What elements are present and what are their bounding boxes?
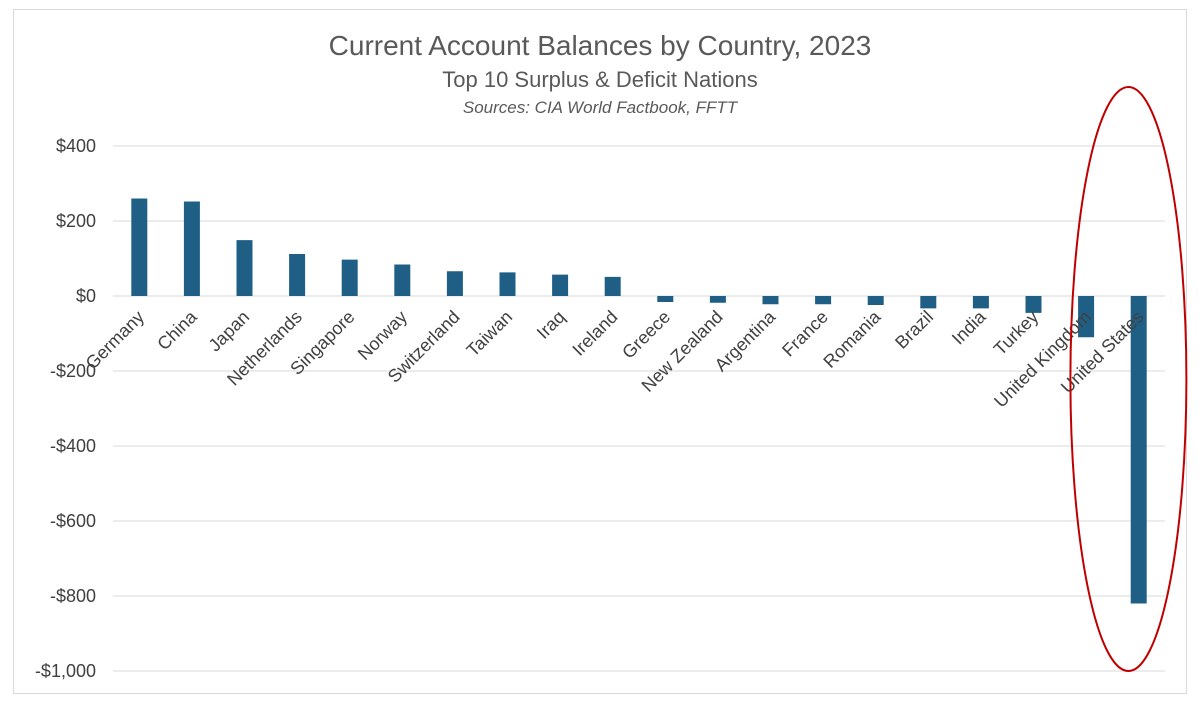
chart-title: Current Account Balances by Country, 202… bbox=[329, 30, 872, 61]
x-tick-label: United Kingdom bbox=[990, 307, 1095, 412]
bar bbox=[709, 296, 726, 303]
bar bbox=[867, 296, 884, 305]
x-tick-label: Taiwan bbox=[463, 307, 517, 361]
y-tick-label: -$1,000 bbox=[35, 661, 96, 681]
bar bbox=[604, 276, 621, 296]
bar bbox=[131, 198, 148, 296]
chart-source: Sources: CIA World Factbook, FFTT bbox=[463, 98, 739, 117]
bar bbox=[1025, 296, 1042, 313]
bar bbox=[920, 296, 937, 309]
bar bbox=[815, 296, 832, 305]
chart-subtitle: Top 10 Surplus & Deficit Nations bbox=[442, 67, 758, 92]
bar bbox=[1078, 296, 1095, 338]
bar bbox=[183, 201, 200, 296]
bars bbox=[131, 198, 1147, 604]
highlight-ellipse bbox=[1069, 86, 1188, 672]
bar bbox=[552, 274, 569, 296]
x-tick-label: India bbox=[948, 306, 990, 348]
y-tick-label: -$800 bbox=[50, 586, 96, 606]
x-tick-label: Turkey bbox=[990, 307, 1043, 360]
bar bbox=[341, 259, 358, 296]
bar bbox=[657, 296, 674, 302]
y-tick-label: -$600 bbox=[50, 511, 96, 531]
bar bbox=[762, 296, 779, 305]
bar bbox=[289, 254, 306, 296]
x-tick-label: Brazil bbox=[891, 307, 937, 353]
x-tick-label: Iraq bbox=[533, 307, 569, 343]
bar bbox=[499, 272, 516, 296]
bar bbox=[236, 240, 253, 296]
bar bbox=[446, 271, 463, 296]
y-tick-label: $200 bbox=[56, 211, 96, 231]
chart-frame bbox=[13, 9, 1187, 694]
annotation bbox=[1069, 86, 1188, 672]
y-axis-ticks: $400 $200 $0 -$200 -$400 -$600 -$800 -$1,000 bbox=[35, 136, 96, 681]
bar bbox=[394, 264, 411, 296]
y-tick-label: -$200 bbox=[50, 361, 96, 381]
y-tick-label: -$400 bbox=[50, 436, 96, 456]
x-tick-label: Romania bbox=[819, 306, 885, 372]
x-axis-ticks: Germany China JapanNetherlandsSingaporeNor… bbox=[82, 306, 1148, 411]
x-tick-label: Germany bbox=[82, 307, 148, 373]
y-tick-label: $400 bbox=[56, 136, 96, 156]
y-tick-label: $0 bbox=[76, 286, 96, 306]
bar bbox=[972, 296, 989, 309]
x-tick-label: China bbox=[153, 306, 201, 354]
x-tick-label: Ireland bbox=[568, 307, 621, 360]
bar bbox=[1130, 296, 1147, 604]
gridlines bbox=[113, 145, 1165, 672]
x-tick-label: Japan bbox=[205, 307, 254, 356]
